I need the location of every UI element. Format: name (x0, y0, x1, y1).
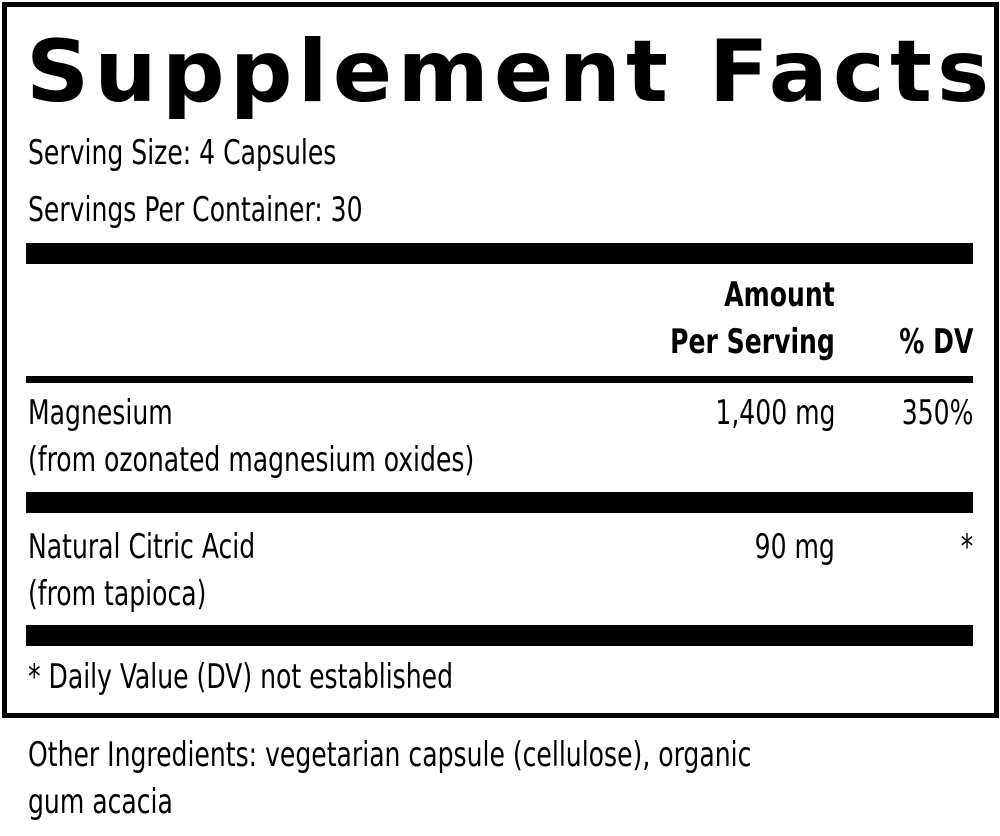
ingredient-dv: 350% (901, 393, 973, 433)
ingredient-source: (from ozonated magnesium oxides) (28, 440, 475, 480)
serving-size: Serving Size: 4 Capsules (28, 133, 337, 173)
footnote: * Daily Value (DV) not established (28, 657, 454, 697)
thick-divider (26, 625, 973, 646)
servings-per-container: Servings Per Container: 30 (28, 190, 363, 230)
supplement-facts-panel (2, 2, 999, 718)
ingredient-dv: * (960, 527, 973, 567)
ingredient-amount: 90 mg (754, 527, 835, 567)
thick-divider (26, 492, 973, 513)
ingredient-amount: 1,400 mg (714, 393, 835, 433)
ingredient-source: (from tapioca) (28, 574, 207, 614)
dv-header: % DV (898, 322, 973, 362)
amount-header-line1: Amount (724, 275, 835, 315)
panel-title: Supplement Facts (26, 22, 995, 122)
thick-divider (26, 243, 973, 264)
amount-header-line2: Per Serving (670, 322, 835, 362)
ingredient-name: Natural Citric Acid (28, 527, 256, 567)
other-ingredients-cont: gum acacia (28, 782, 173, 822)
divider (26, 376, 973, 383)
other-ingredients: Other Ingredients: vegetarian capsule (c… (28, 735, 752, 775)
ingredient-name: Magnesium (28, 393, 173, 433)
